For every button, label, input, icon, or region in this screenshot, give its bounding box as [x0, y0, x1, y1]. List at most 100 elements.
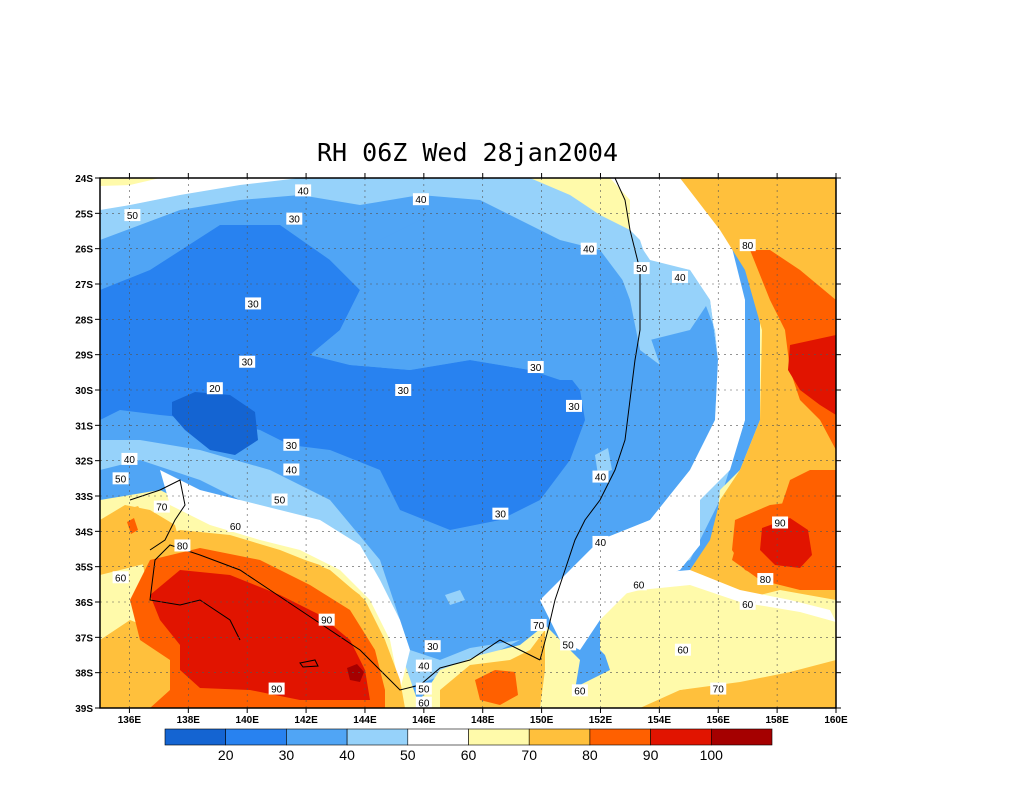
contour-label-bg	[424, 640, 441, 653]
map-frame	[99, 177, 837, 709]
rh-band-40-50-island	[445, 590, 465, 605]
colorbar-swatch	[346, 728, 409, 746]
lon-label: 156E	[707, 715, 731, 726]
contour-label-bg	[295, 184, 312, 197]
contour-label-bg	[674, 643, 691, 656]
contour-label: 50	[636, 264, 648, 275]
contour-label: 50	[563, 640, 575, 651]
rh-band-90-100-southwest	[150, 570, 370, 700]
rh-band-90-100-east-2	[760, 518, 812, 568]
map-title: RH 06Z Wed 28jan2004	[316, 138, 619, 167]
contour-label-bg	[318, 613, 335, 626]
colorbar-label: 70	[521, 747, 537, 763]
contour-label: 40	[415, 195, 427, 206]
rh-band-80-90-spot	[127, 518, 138, 534]
contour-label-bg	[772, 516, 789, 529]
coastline-east	[539, 178, 641, 661]
contour-label-bg	[527, 361, 544, 374]
coastline-south	[149, 544, 541, 691]
contour-label: 60	[677, 646, 689, 657]
contour-label: 60	[633, 580, 645, 591]
contour-label-bg	[580, 242, 597, 255]
contour-label-bg	[739, 239, 756, 252]
contour-label-bg	[560, 638, 577, 651]
rh-band-50-60-northwest	[100, 178, 300, 210]
lat-label: 33S	[75, 492, 93, 503]
contour-label-bg	[530, 618, 547, 631]
lon-label: 144E	[353, 715, 377, 726]
lon-label: 136E	[118, 715, 142, 726]
contour-label-bg	[286, 212, 303, 225]
lat-label: 34S	[75, 527, 93, 538]
lat-label: 24S	[75, 174, 93, 185]
contour-label: 50	[274, 496, 286, 507]
contour-label: 90	[271, 685, 283, 696]
coastline-tasmania	[299, 659, 319, 668]
contour-label: 40	[595, 473, 607, 484]
coastline-gulf	[129, 479, 186, 551]
colorbar-label: 100	[700, 747, 724, 763]
contour-label: 40	[298, 186, 310, 197]
rh-band-50-60-southwest	[160, 470, 410, 690]
rh-band-20-30	[100, 225, 585, 530]
contour-label: 40	[286, 466, 298, 477]
lat-label: 27S	[75, 280, 93, 291]
contour-labels: 40 40 50 30 40 50 40 80 30 30 30 20 30 30 30 40 40 40 50 50…	[112, 184, 789, 710]
colorbar-label: 50	[400, 747, 416, 763]
lon-label: 138E	[177, 715, 201, 726]
colorbar-swatch	[528, 728, 591, 746]
contour-label-bg	[571, 684, 588, 697]
contour-label-bg	[283, 438, 300, 451]
lat-label: 29S	[75, 351, 93, 362]
rh-band-60-70-northwest	[100, 178, 160, 186]
colorbar-swatch	[407, 728, 469, 746]
colorbar-label: 80	[582, 747, 598, 763]
lat-label: 32S	[75, 457, 93, 468]
contour-label: 80	[760, 575, 772, 586]
colorbar: 20 30 40 50 60 70 80 90 100	[164, 728, 773, 763]
colorbar-label: 60	[461, 747, 477, 763]
contour-label-bg	[245, 297, 262, 310]
contour-label-bg	[592, 470, 609, 483]
contour-label-bg	[671, 270, 688, 283]
axis-ticks: 24S 25S 26S 27S 28S 29S 30S 31S 32S 33S 34S 35S 36S 3…	[75, 173, 848, 726]
contour-label: 30	[530, 363, 542, 374]
contour-label-bg	[633, 262, 650, 275]
lat-label: 28S	[75, 315, 93, 326]
contour-label: 30	[248, 299, 260, 310]
coastline	[129, 178, 641, 691]
contour-label-bg	[112, 472, 129, 485]
colorbar-swatch	[710, 728, 773, 746]
lat-label: 36S	[75, 598, 93, 609]
colorbar-label: 20	[218, 747, 234, 763]
contour-label-bg	[124, 209, 141, 222]
lon-label: 148E	[471, 715, 495, 726]
contour-label-bg	[174, 539, 191, 552]
contour-label: 90	[775, 519, 787, 530]
lon-label: 142E	[294, 715, 318, 726]
contour-label-bg	[492, 507, 509, 520]
filled-contours	[100, 178, 836, 708]
graticule	[100, 178, 836, 708]
lat-label: 38S	[75, 669, 93, 680]
contour-label: 30	[568, 402, 580, 413]
contour-label: 30	[398, 386, 410, 397]
lat-label: 26S	[75, 245, 93, 256]
contour-label: 20	[209, 384, 221, 395]
contour-label-bg	[227, 520, 244, 533]
contour-label: 40	[595, 538, 607, 549]
contour-label-bg	[592, 535, 609, 548]
contour-label: 60	[742, 600, 754, 611]
rh-band-40-50-east	[615, 220, 718, 365]
contour-label-bg	[415, 659, 432, 672]
lon-label: 154E	[648, 715, 672, 726]
contour-label-bg	[153, 500, 170, 513]
rh-band-70-80-south	[440, 630, 545, 708]
contour-label-bg	[412, 193, 429, 206]
contour-label: 90	[321, 616, 333, 627]
colorbar-swatch	[164, 728, 227, 746]
lat-label: 31S	[75, 421, 93, 432]
contour-label-bg	[415, 696, 432, 709]
colorbar-label: 40	[339, 747, 355, 763]
